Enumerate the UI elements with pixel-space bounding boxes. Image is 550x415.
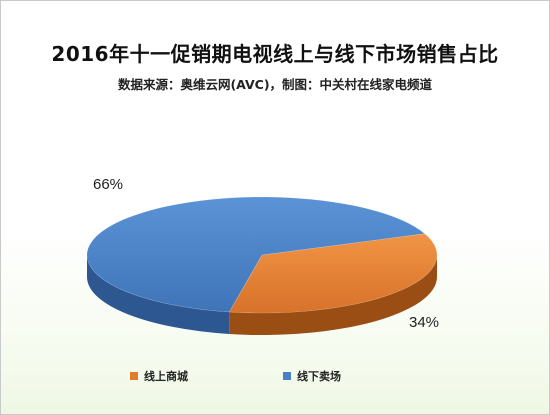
slice-offline-side — [87, 255, 230, 334]
legend-swatch-online — [130, 372, 138, 380]
slice-label-online: 34% — [409, 314, 439, 331]
pie-slices — [86, 196, 438, 335]
slice-offline — [86, 196, 426, 313]
legend-label-online: 线上商城 — [144, 370, 188, 383]
legend-item-offline: 线下卖场 — [283, 368, 341, 384]
legend-swatch-offline — [283, 372, 291, 380]
legend: 线上商城 线下卖场 — [130, 368, 341, 384]
slice-online-side — [229, 255, 437, 335]
slice-label-offline: 66% — [93, 176, 123, 193]
chart-title: 2016年十一促销期电视线上与线下市场销售占比 — [51, 42, 499, 66]
chart-subtitle: 数据来源：奥维云网(AVC)，制图：中关村在线家电频道 — [117, 77, 433, 92]
legend-label-offline: 线下卖场 — [297, 370, 341, 383]
slice-online — [228, 233, 438, 314]
legend-item-online: 线上商城 — [130, 368, 188, 384]
